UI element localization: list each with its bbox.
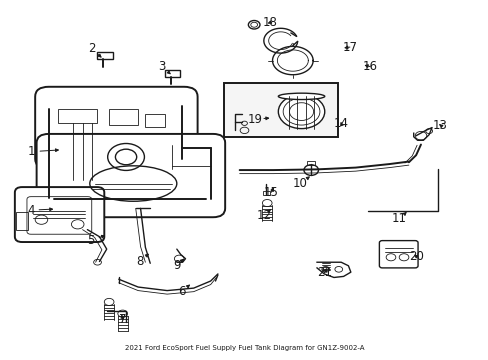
Text: 2021 Ford EcoSport Fuel Supply Fuel Tank Diagram for GN1Z-9002-A: 2021 Ford EcoSport Fuel Supply Fuel Tank… — [124, 345, 364, 351]
Bar — [164, 70, 180, 77]
Text: 8: 8 — [136, 255, 143, 268]
Ellipse shape — [278, 93, 324, 100]
Bar — [109, 109, 138, 125]
Bar — [145, 114, 164, 127]
FancyBboxPatch shape — [35, 87, 197, 168]
Text: 14: 14 — [333, 117, 348, 130]
Bar — [224, 82, 337, 138]
FancyBboxPatch shape — [379, 240, 417, 268]
FancyBboxPatch shape — [49, 141, 208, 176]
Text: 6: 6 — [178, 285, 185, 298]
Text: 11: 11 — [391, 212, 406, 225]
Text: 2: 2 — [88, 42, 96, 55]
Polygon shape — [316, 262, 350, 278]
FancyBboxPatch shape — [37, 134, 224, 217]
FancyBboxPatch shape — [15, 187, 104, 242]
Bar — [97, 53, 112, 59]
Text: 4: 4 — [27, 204, 35, 217]
Polygon shape — [413, 127, 431, 140]
Text: 12: 12 — [256, 209, 271, 222]
Bar — [307, 161, 314, 165]
Bar — [16, 212, 28, 230]
Bar — [58, 109, 97, 123]
Text: 13: 13 — [432, 118, 447, 131]
Circle shape — [278, 95, 324, 129]
Text: 3: 3 — [158, 60, 165, 73]
Text: 16: 16 — [362, 60, 377, 73]
Text: 20: 20 — [408, 250, 423, 263]
Text: 21: 21 — [316, 266, 331, 279]
Bar — [263, 192, 269, 195]
Text: 19: 19 — [247, 113, 263, 126]
Text: 7: 7 — [119, 313, 126, 326]
Text: 17: 17 — [342, 41, 357, 54]
Text: 9: 9 — [173, 258, 180, 271]
Text: 1: 1 — [28, 145, 36, 158]
Text: 15: 15 — [263, 186, 278, 199]
Text: 18: 18 — [263, 16, 278, 29]
Text: 5: 5 — [87, 234, 95, 247]
Text: 10: 10 — [292, 177, 307, 190]
